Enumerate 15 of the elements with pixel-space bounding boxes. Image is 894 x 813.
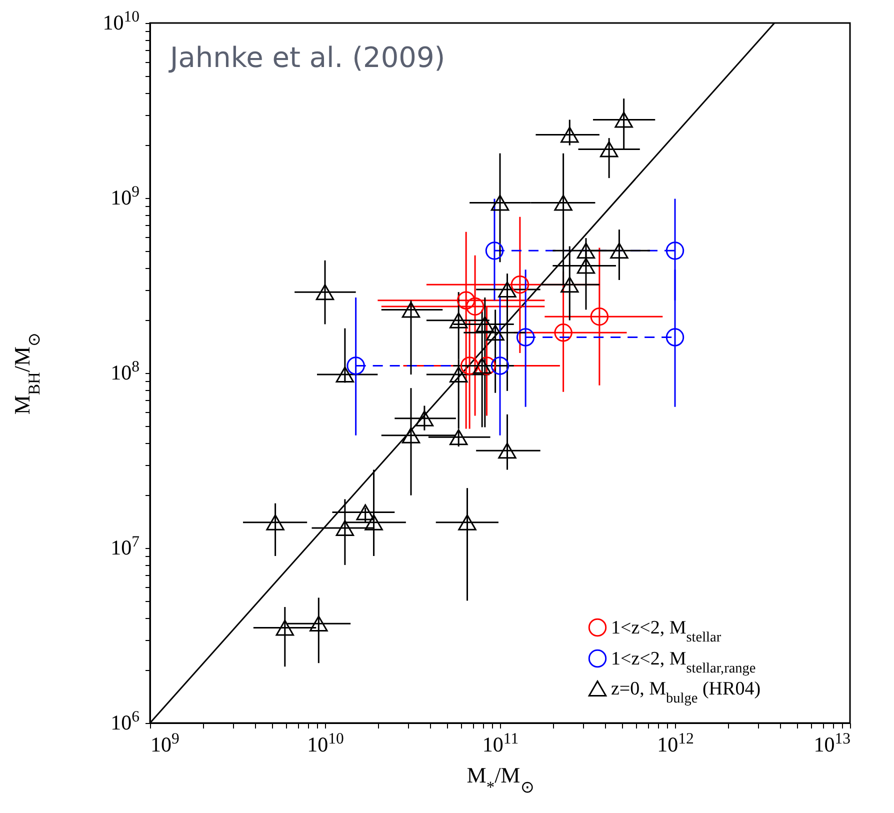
y-tick-label: 10$^{9}$: [110, 183, 140, 210]
legend-label: 1<z<2, M$_{stellar,range}$: [611, 648, 756, 676]
annotation: Jahnke et al. (2009): [168, 41, 446, 74]
y-tick-label: 10$^{8}$: [110, 358, 140, 384]
y-tick-label: 10$^{10}$: [102, 8, 140, 34]
legend-label: z=0, M$_{bulge}$ (HR04): [611, 678, 761, 706]
x-tick-label: 10$^{10}$: [307, 730, 344, 756]
legend-label: 1<z<2, M$_{stellar}$: [611, 618, 722, 646]
x-tick-label: 10$^{13}$: [814, 730, 851, 756]
x-tick-label: 10$^{12}$: [657, 730, 694, 756]
x-axis-title: M$_{*}$/M$_{⊙}$: [466, 762, 534, 796]
x-tick-label: 10$^{11}$: [482, 730, 519, 756]
y-tick-label: 10$^{7}$: [110, 533, 140, 560]
y-tick-label: 10$^{6}$: [110, 708, 140, 734]
x-tick-label: 10$^{9}$: [150, 730, 180, 756]
